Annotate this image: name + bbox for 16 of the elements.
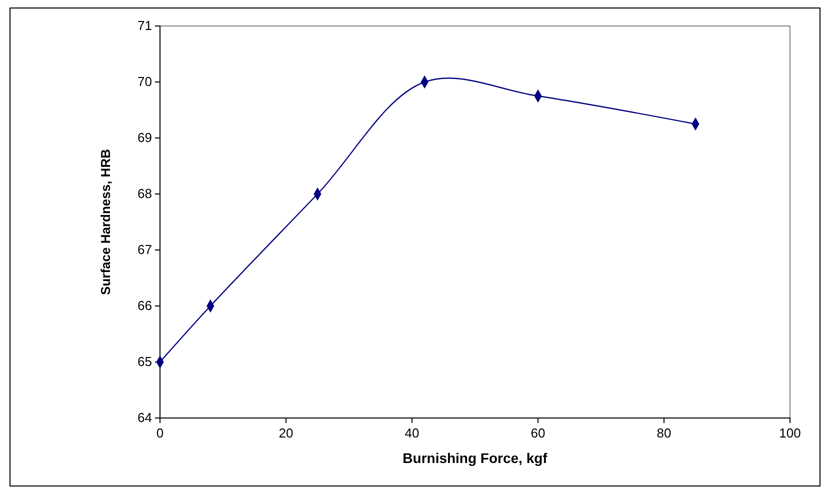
x-tick-label: 20 [278,426,294,441]
y-tick-label: 66 [138,298,152,314]
x-axis-title: Burnishing Force, kgf [402,450,548,466]
x-tick-label: 80 [656,426,672,441]
y-tick-label: 64 [138,410,152,426]
x-tick-label: 40 [404,426,420,441]
y-tick-label: 69 [138,130,152,146]
y-tick-label: 67 [138,242,152,258]
x-tick-label: 100 [779,426,801,441]
y-tick-label: 71 [138,18,152,34]
x-tick-label: 60 [530,426,546,441]
y-tick-label: 68 [138,186,152,202]
x-tick-label: 0 [156,426,164,441]
y-tick-label: 70 [138,74,152,90]
y-tick-label: 65 [138,354,152,370]
y-axis-title: Surface Hardness, HRB [98,149,113,295]
